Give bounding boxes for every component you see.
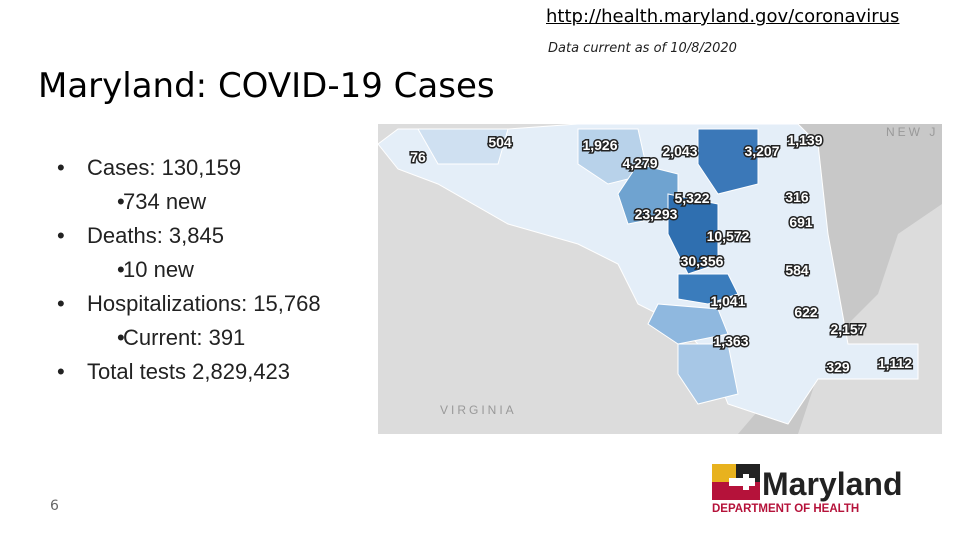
bullet-dot: • (57, 223, 65, 248)
page-number: 6 (50, 498, 59, 514)
bullet-dot: • (117, 189, 125, 214)
bullet-text: Total tests 2,829,423 (87, 359, 291, 384)
county (617, 163, 679, 225)
logo-name: Maryland (762, 466, 903, 502)
slide-title: Maryland: COVID-19 Cases (38, 66, 495, 106)
county-count: 316 (785, 189, 809, 205)
county-count: 1,363 (713, 333, 748, 349)
county (677, 273, 739, 305)
county-count: 23,293 (635, 206, 678, 222)
county-count: 2,157 (830, 321, 865, 337)
logo-department: DEPARTMENT OF HEALTH (712, 503, 860, 515)
county-count: 691 (789, 214, 813, 230)
bullet-dot: • (117, 257, 125, 282)
county-count: 1,926 (582, 137, 617, 153)
bullet-dot: • (57, 155, 65, 180)
source-link[interactable]: http://health.maryland.gov/coronavirus (546, 6, 900, 27)
water (738, 124, 942, 434)
county-map: NEW J VIRGINIA 76 504 1,926 2,043 3,207 1,139… (378, 124, 942, 434)
county (667, 193, 719, 275)
data-note: Data current as of 10/8/2020 (548, 41, 737, 56)
bullet-dot: • (57, 359, 65, 384)
county-count: 1,041 (710, 293, 745, 309)
county-count: 584 (785, 262, 809, 278)
county-count: 76 (410, 149, 426, 165)
county (647, 303, 729, 345)
bullet-text: Hospitalizations: 15,768 (87, 291, 321, 316)
county (417, 128, 509, 165)
logo-icon (712, 464, 760, 500)
county (677, 343, 739, 405)
sub-bullet-text: 10 new (123, 257, 194, 282)
county-count: 4,279 (622, 155, 657, 171)
bullet-text: Deaths: 3,845 (87, 223, 224, 248)
county-count: 30,356 (681, 253, 724, 269)
county (697, 128, 759, 195)
state-shape (378, 124, 919, 425)
county-count: 10,572 (707, 228, 750, 244)
county-count: 3,207 (744, 143, 779, 159)
sub-bullet-text: 734 new (123, 189, 207, 214)
county-count: 1,139 (787, 132, 822, 148)
sub-bullet-text: Current: 391 (123, 325, 246, 350)
county-count: 622 (794, 304, 818, 320)
bullet-dot: • (117, 325, 125, 350)
county-count: 329 (826, 359, 850, 375)
county-count: 1,112 (878, 355, 912, 371)
bullet-dot: • (57, 291, 65, 316)
county-count: 2,043 (662, 143, 697, 159)
region-label: VIRGINIA (440, 403, 517, 417)
region-label: NEW J (886, 125, 938, 139)
bullet-text: Cases: 130,159 (87, 155, 242, 180)
county-count: 5,322 (674, 190, 709, 206)
county-count: 504 (488, 134, 512, 150)
